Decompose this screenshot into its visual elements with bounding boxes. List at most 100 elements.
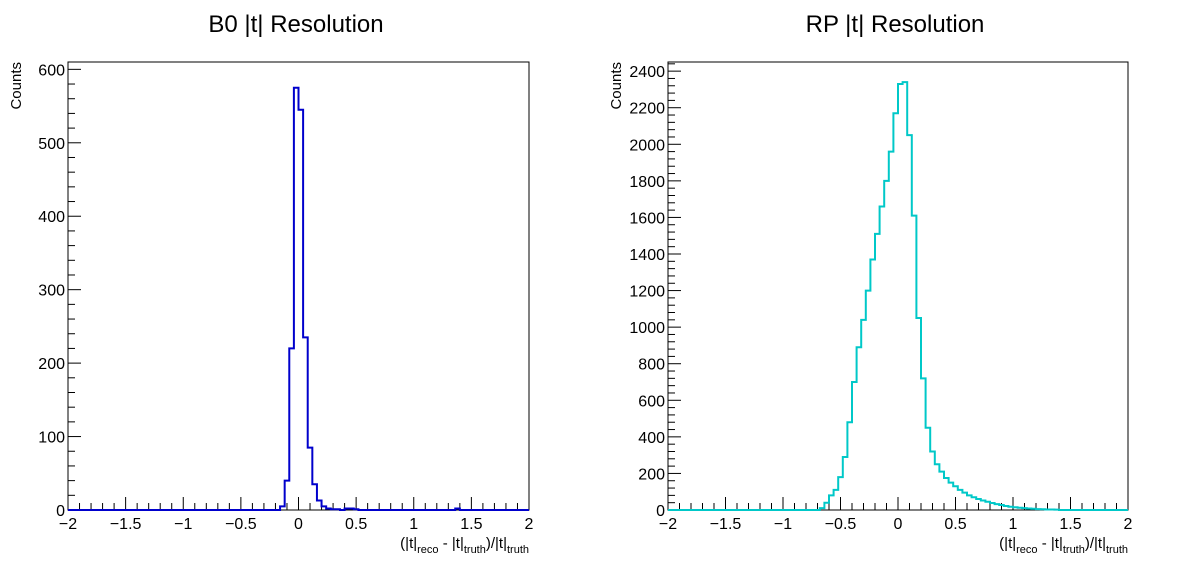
y-tick-label: 2400: [629, 64, 665, 81]
histogram-bin: [944, 478, 949, 510]
histogram-bin: [838, 477, 843, 510]
histogram-outline: [68, 86, 529, 511]
y-tick-label: 0: [656, 503, 665, 520]
x-axis-label-part: truth: [464, 544, 486, 556]
histogram-bin: [1027, 509, 1032, 510]
histogram-bin: [889, 152, 894, 510]
histogram-bin: [455, 509, 460, 510]
y-tick-label: 1400: [629, 247, 665, 264]
x-tick-label: −2: [59, 516, 77, 533]
y-tick-label: 1200: [629, 284, 665, 301]
histogram-bin: [875, 234, 880, 510]
x-tick-label: −2: [659, 516, 677, 533]
x-tick-label: 0.5: [345, 516, 367, 533]
x-tick-label: 1: [409, 516, 418, 533]
histogram-bin: [857, 347, 862, 510]
histogram-bin: [903, 82, 908, 510]
histogram-bin: [926, 428, 931, 510]
x-axis-label-part: truth: [1106, 544, 1128, 556]
histogram-bin: [1022, 508, 1027, 510]
histogram-bin: [843, 457, 848, 510]
histogram-bin: [285, 481, 290, 510]
histogram-bin: [916, 318, 921, 510]
histogram-bin: [962, 493, 967, 510]
histogram-bin: [349, 509, 354, 510]
x-axis-label: (|t|reco - |t|truth)/|t|truth: [400, 535, 529, 556]
y-tick-label: 1600: [629, 210, 665, 227]
histogram-bin: [949, 483, 954, 510]
histogram-bin: [995, 504, 1000, 510]
chart-title: RP |t| Resolution: [806, 11, 985, 38]
histogram-bin: [312, 484, 317, 510]
x-tick-label: −0.5: [825, 516, 857, 533]
y-tick-label: 0: [56, 503, 65, 520]
x-tick-label: 1.5: [460, 516, 482, 533]
histogram-bin: [354, 509, 359, 510]
chart-panel-1: RP |t| Resolution 0 200 400 600 800 1000 1200 14…: [608, 11, 1133, 556]
x-axis-label-part: )/|t|: [1085, 535, 1106, 552]
x-tick-label: 0: [894, 516, 903, 533]
x-tick-label: −1: [774, 516, 792, 533]
histogram-bin: [990, 503, 995, 510]
y-tick-label: 600: [38, 62, 65, 79]
histogram-bin: [345, 509, 350, 510]
histogram-bin: [972, 497, 977, 510]
x-tick-label: 1.5: [1059, 516, 1081, 533]
histogram-bin: [884, 181, 889, 510]
histogram-bin: [1045, 509, 1050, 510]
y-tick-label: 100: [38, 430, 65, 447]
histogram-bin: [834, 490, 839, 510]
histogram-bin: [1031, 509, 1036, 510]
x-tick-label: −1.5: [110, 516, 142, 533]
x-axis-label-part: - |t|: [1038, 535, 1063, 552]
histogram-bin: [1008, 507, 1013, 510]
histogram-bin: [289, 348, 294, 510]
histogram-bin: [824, 503, 829, 510]
y-axis-label: Counts: [608, 62, 625, 110]
histogram-bin: [317, 500, 322, 510]
x-tick-label: 0.5: [944, 516, 966, 533]
x-tick-label: 2: [525, 516, 534, 533]
histogram-bin: [852, 382, 857, 510]
histogram-bin: [1018, 508, 1023, 510]
y-tick-label: 400: [38, 209, 65, 226]
histogram-bin: [921, 378, 926, 510]
x-axis-label-part: truth: [507, 544, 529, 556]
chart-title: B0 |t| Resolution: [208, 11, 383, 38]
histogram-bin: [976, 499, 981, 510]
histogram-bin: [985, 502, 990, 510]
histogram-bin: [967, 495, 972, 510]
y-tick-label: 2000: [629, 137, 665, 154]
y-tick-label: 2200: [629, 101, 665, 118]
histogram-outline: [668, 81, 1128, 511]
x-axis-label-part: (|t|: [999, 535, 1016, 552]
histogram-bin: [999, 505, 1004, 510]
histogram-bin: [935, 464, 940, 510]
x-axis-label-part: reco: [417, 544, 438, 556]
y-tick-label: 500: [38, 136, 65, 153]
histogram-bin: [299, 110, 304, 510]
x-tick-label: −1: [174, 516, 192, 533]
y-tick-label: 1800: [629, 174, 665, 191]
y-tick-label: 1000: [629, 320, 665, 337]
histogram-bin: [1036, 509, 1041, 510]
histogram-bin: [829, 495, 834, 510]
histogram-bin: [907, 135, 912, 510]
histogram-bin: [326, 509, 331, 510]
y-tick-label: 200: [38, 356, 65, 373]
histogram-bin: [1050, 509, 1055, 510]
histogram-bin: [870, 259, 875, 510]
histogram-bin: [322, 506, 327, 510]
histogram-bin: [866, 291, 871, 510]
histogram-bin: [1004, 506, 1009, 510]
x-tick-label: 2: [1124, 516, 1133, 533]
histogram-bin: [331, 509, 336, 510]
x-axis-label-part: (|t|: [400, 535, 417, 552]
x-axis-label: (|t|reco - |t|truth)/|t|truth: [999, 535, 1128, 556]
y-tick-label: 600: [638, 393, 665, 410]
histogram-bin: [820, 508, 825, 510]
histogram-bin: [847, 422, 852, 510]
histogram-bin: [912, 216, 917, 510]
x-axis-label-part: reco: [1016, 544, 1037, 556]
